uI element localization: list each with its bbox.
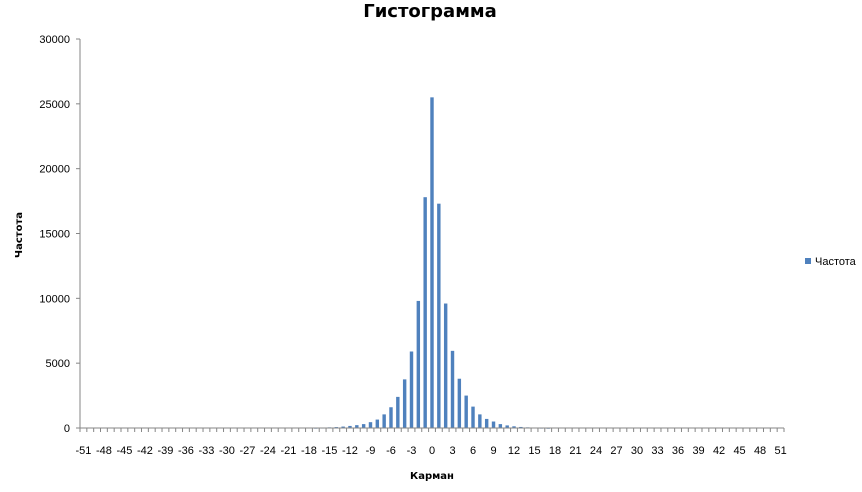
bar [464,395,468,428]
x-tick-label: -18 [301,445,317,457]
y-tick-label: 10000 [39,293,70,305]
x-axis-title: Карман [410,471,454,482]
x-tick-label: 27 [610,445,622,457]
bar [368,422,373,428]
x-tick-label: 15 [528,445,540,457]
bar [423,197,427,428]
bar [478,414,482,428]
x-tick-label: -39 [157,445,173,457]
legend: Частота [805,256,857,268]
bar [396,396,400,428]
x-tick-label: -27 [240,445,256,457]
x-tick-label: -9 [366,445,376,457]
chart-title: Гистограмма [363,1,497,22]
bar [450,350,455,428]
bar [361,424,366,428]
y-tick-label: 15000 [39,229,70,241]
x-tick-label: -21 [281,445,297,457]
x-tick-label: -42 [137,445,153,457]
y-tick-label: 30000 [39,34,70,46]
x-tick-label: 48 [754,445,766,457]
x-tick-label: 6 [470,445,476,457]
x-tick-label: 51 [774,445,786,457]
legend-swatch [805,258,811,264]
x-tick-label: 45 [733,445,745,457]
x-tick-label: -24 [260,445,276,457]
x-tick-label: -45 [116,445,132,457]
x-axis-ticks: -51 -48 -45 -42 -39 -36 -33 -30 -27 -24 -21 -18 -15-… [75,428,787,457]
bar [457,378,462,428]
x-tick-label: -33 [198,445,214,457]
bar [498,424,503,428]
bar [409,351,414,428]
x-tick-label: 0 [429,445,435,457]
bar-series [314,97,550,429]
x-tick-label: 30 [631,445,643,457]
bar [389,407,393,428]
x-tick-label: 9 [490,445,496,457]
x-tick-label: 33 [651,445,663,457]
x-tick-label: -3 [407,445,417,457]
y-tick-label: 5000 [46,358,70,370]
bar [505,425,509,428]
x-tick-label: -6 [386,445,396,457]
x-tick-label: 39 [692,445,704,457]
bar [355,425,359,428]
bar [437,203,441,428]
legend-label: Частота [815,256,857,268]
y-axis-ticks: 0 5000 10000 15000 20000 25000 30000 [39,34,80,435]
x-tick-label: 21 [569,445,581,457]
bar [402,379,407,429]
bar [382,414,386,428]
x-tick-label: -36 [178,445,194,457]
bar [519,426,523,428]
x-tick-label: 18 [549,445,561,457]
x-tick-label: -12 [342,445,358,457]
bar [348,425,352,428]
y-axis-title: Частота [14,212,25,258]
x-tick-label: 42 [713,445,725,457]
x-tick-label: -48 [96,445,112,457]
y-tick-label: 20000 [39,164,70,176]
x-tick-label: 3 [449,445,455,457]
y-tick-label: 0 [64,423,70,435]
bar [491,421,496,428]
y-tick-label: 25000 [39,99,70,111]
bar [430,97,434,428]
x-tick-label: 24 [590,445,602,457]
bar [484,418,489,428]
x-tick-label: -51 [75,445,91,457]
x-tick-label: -15 [322,445,338,457]
x-tick-label: 36 [672,445,684,457]
x-tick-label: -30 [219,445,235,457]
bar [512,426,516,428]
bar [375,419,380,428]
bar [443,303,448,428]
bar [341,426,345,428]
bar [471,406,475,428]
bar [416,300,421,428]
x-tick-label: 12 [508,445,520,457]
